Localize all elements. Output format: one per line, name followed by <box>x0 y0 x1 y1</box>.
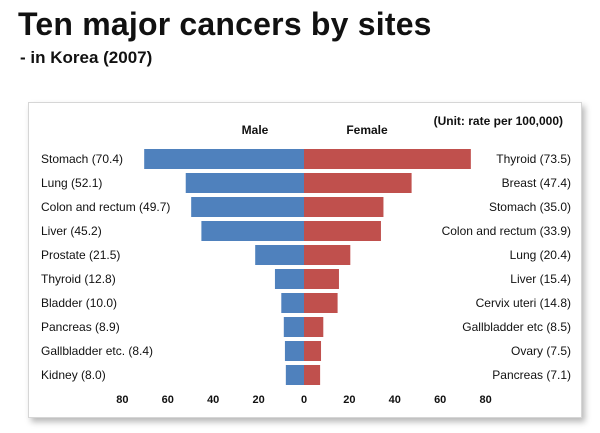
female-category-label: Stomach (35.0) <box>489 200 571 214</box>
male-category-label: Colon and rectum (49.7) <box>41 200 170 214</box>
female-category-label: Ovary (7.5) <box>511 344 571 358</box>
x-axis-tick-label: 20 <box>252 394 264 406</box>
x-axis-tick-label: 80 <box>479 394 491 406</box>
male-bar <box>255 245 304 265</box>
male-category-label: Lung (52.1) <box>41 176 102 190</box>
x-axis-tick-label: 80 <box>116 394 128 406</box>
female-category-label: Pancreas (7.1) <box>492 368 571 382</box>
male-bar <box>185 173 304 193</box>
x-axis-tick-label: 60 <box>434 394 446 406</box>
female-category-label: Liver (15.4) <box>510 272 571 286</box>
male-category-label: Bladder (10.0) <box>41 296 117 310</box>
x-axis-tick-label: 40 <box>207 394 219 406</box>
x-axis-tick-label: 20 <box>343 394 355 406</box>
female-bar <box>304 149 471 169</box>
male-bar <box>285 365 304 385</box>
female-category-label: Cervix uteri (14.8) <box>476 296 571 310</box>
chart-panel: (Unit: rate per 100,000) Male Female Sto… <box>28 102 582 418</box>
female-category-label: Lung (20.4) <box>510 248 571 262</box>
female-bar <box>304 293 338 313</box>
x-axis-tick-label: 0 <box>301 394 307 406</box>
female-bar <box>304 197 384 217</box>
x-axis-tick-label: 60 <box>162 394 174 406</box>
female-category-label: Gallbladder etc (8.5) <box>462 320 571 334</box>
unit-note: (Unit: rate per 100,000) <box>434 114 563 128</box>
male-category-label: Prostate (21.5) <box>41 248 120 262</box>
male-bar <box>201 221 304 241</box>
male-series-header: Male <box>242 123 269 137</box>
female-bar <box>304 365 321 385</box>
male-category-label: Gallbladder etc. (8.4) <box>41 344 153 358</box>
female-category-label: Thyroid (73.5) <box>496 152 571 166</box>
male-bar <box>281 293 304 313</box>
male-bar <box>191 197 304 217</box>
male-category-label: Liver (45.2) <box>41 224 102 238</box>
male-bar <box>274 269 304 289</box>
female-category-label: Colon and rectum (33.9) <box>442 224 571 238</box>
chart-subtitle: - in Korea (2007) <box>20 48 153 67</box>
female-bar <box>304 221 381 241</box>
male-category-label: Pancreas (8.9) <box>41 320 120 334</box>
male-category-label: Kidney (8.0) <box>41 368 106 382</box>
female-bar <box>304 245 351 265</box>
male-bar <box>284 341 304 361</box>
x-axis-tick-label: 40 <box>389 394 401 406</box>
male-bar <box>144 149 304 169</box>
chart-title: Ten major cancers by sites <box>18 6 432 42</box>
female-bar <box>304 317 324 337</box>
female-series-header: Female <box>346 123 388 137</box>
male-category-label: Stomach (70.4) <box>41 152 123 166</box>
male-bar <box>283 317 304 337</box>
female-category-label: Breast (47.4) <box>502 176 571 190</box>
female-bar <box>304 341 322 361</box>
female-bar <box>304 269 339 289</box>
diverging-bar-chart: (Unit: rate per 100,000) Male Female Sto… <box>41 114 571 406</box>
male-category-label: Thyroid (12.8) <box>41 272 116 286</box>
female-bar <box>304 173 412 193</box>
